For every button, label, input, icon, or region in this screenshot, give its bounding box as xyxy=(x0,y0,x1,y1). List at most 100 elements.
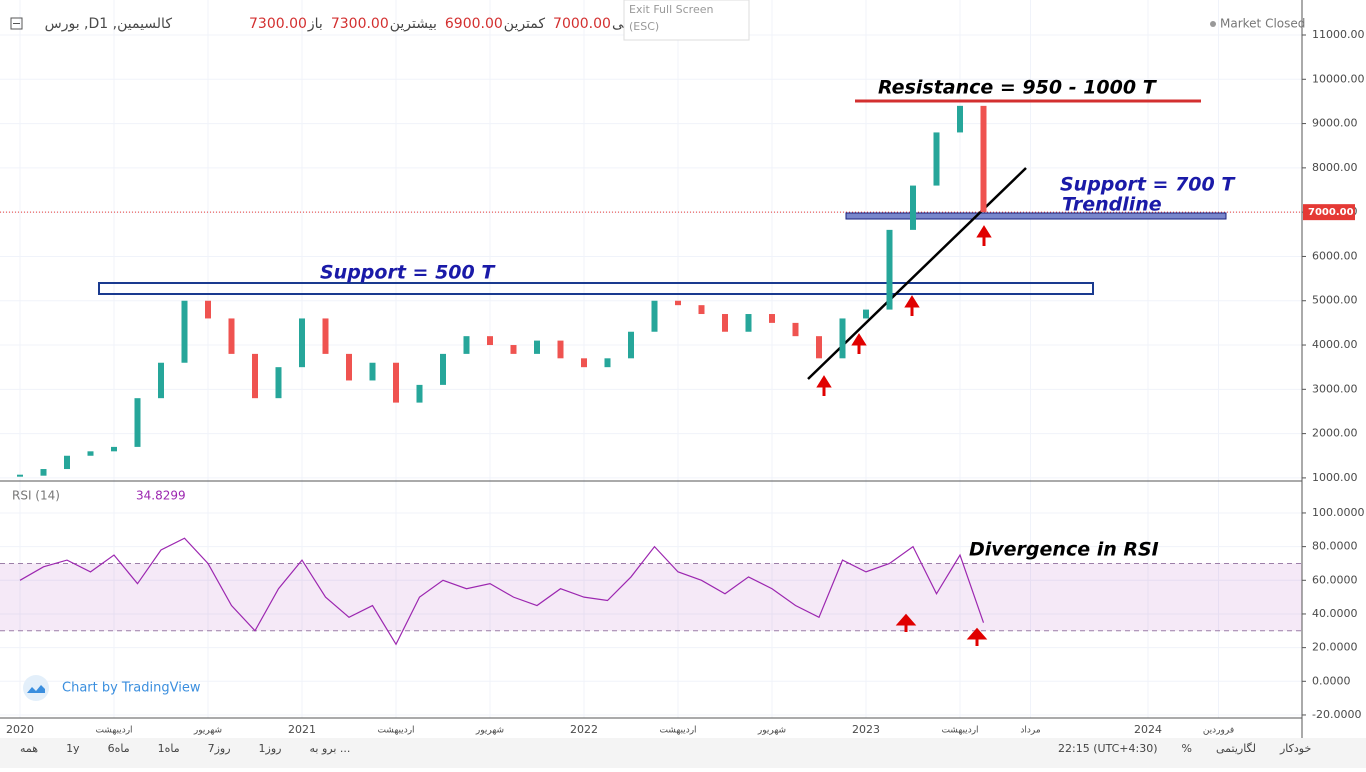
candle xyxy=(158,362,164,399)
candle xyxy=(980,105,987,213)
candle xyxy=(839,318,846,359)
range-button[interactable]: 1ماه xyxy=(158,742,180,755)
y2-tick-label: 100.0000 xyxy=(1312,506,1365,519)
arrow xyxy=(966,627,988,646)
annotation: Resistance = 950 - 1000 T xyxy=(878,77,1158,99)
candle xyxy=(933,132,940,186)
candle xyxy=(557,340,564,359)
arrows xyxy=(816,225,992,646)
rsi-line xyxy=(19,537,985,646)
candle xyxy=(111,446,117,452)
y-tick-label: 10000.00 xyxy=(1312,72,1365,85)
ohlc-value: 7300.00 xyxy=(249,16,307,32)
y-tick-label: 2000.00 xyxy=(1312,427,1358,440)
candle xyxy=(628,331,634,359)
candle xyxy=(675,300,681,306)
y-tick-label: 4000.00 xyxy=(1312,338,1358,351)
x-tick-label: 2024 xyxy=(1134,723,1162,736)
symbol: بورس ,Dکالسیمین, 1 xyxy=(45,16,173,32)
candle xyxy=(863,309,869,319)
range-button[interactable]: برو به ... xyxy=(309,742,350,755)
candle xyxy=(64,455,70,470)
candle xyxy=(534,340,540,354)
candle xyxy=(816,336,822,359)
bottom-bar-bg xyxy=(0,738,1366,768)
logo xyxy=(27,685,45,693)
candle xyxy=(416,384,423,403)
range-button[interactable]: 1روز xyxy=(259,742,282,755)
candle xyxy=(792,322,799,337)
candle xyxy=(698,305,705,315)
exit-box[interactable] xyxy=(623,0,750,41)
x-tick-label: اردیبهشت xyxy=(941,726,978,736)
x-tick-label: اردیبهشت xyxy=(659,726,696,736)
candle xyxy=(604,358,611,368)
x-tick-label: شهریور xyxy=(193,726,222,736)
bottom-bar: همه 1y 6ماه 1ماه 7روز 1روز برو به ... 22:15 (UT… xyxy=(20,742,1311,755)
candle xyxy=(745,314,752,332)
range-button[interactable]: 7روز xyxy=(208,742,231,755)
ohlc-label: باز xyxy=(307,16,323,32)
x-tick-label: اردیبهشت xyxy=(95,726,132,736)
arrow xyxy=(895,613,917,632)
annotation: Divergence in RSI xyxy=(969,539,1159,561)
candle xyxy=(581,358,587,368)
ohlc: باز7300.00بیشترین7300.00کمترین6900.00پای… xyxy=(249,16,644,32)
y-tick-label: 1000.00 xyxy=(1312,471,1358,484)
candle xyxy=(440,353,446,385)
last-price-label: 7000.00 xyxy=(1308,207,1354,218)
candle xyxy=(369,362,376,381)
y2-tick-label: 20.0000 xyxy=(1312,641,1358,654)
annotation: Support = 500 T xyxy=(320,262,496,284)
ohlc-label: کمترین xyxy=(504,16,546,32)
rsi-legend: RSI (14) xyxy=(12,489,60,503)
x-tick-label: 2021 xyxy=(288,723,316,736)
support-box xyxy=(845,212,1227,220)
rsi-value: 34.8299 xyxy=(136,489,186,503)
x-tick-label: مرداد xyxy=(1020,726,1040,736)
x-tick-label: 2023 xyxy=(852,723,880,736)
arrow xyxy=(816,375,832,396)
branding[interactable]: Chart by TradingView xyxy=(62,681,201,696)
scale-button[interactable]: خودکار xyxy=(1279,742,1311,755)
x-tick-label: شهریور xyxy=(757,726,786,736)
candle xyxy=(181,300,188,363)
logo xyxy=(23,675,49,701)
rsi-band xyxy=(0,563,1302,631)
range-button[interactable]: 1y xyxy=(66,742,80,755)
y2-tick-label: 60.0000 xyxy=(1312,573,1358,586)
y-tick-label: 11000.00 xyxy=(1312,28,1365,41)
scale-button[interactable]: لگاریتمی xyxy=(1216,742,1256,755)
x-tick-label: اردیبهشت xyxy=(377,726,414,736)
annotation: Support = 700 T xyxy=(1060,174,1236,196)
candle xyxy=(393,362,399,403)
range-button[interactable]: 6ماه xyxy=(108,742,130,755)
series-layer xyxy=(17,105,987,646)
exit-full-screen[interactable]: Exit Full Screen xyxy=(629,3,713,16)
support-box xyxy=(98,282,1094,295)
collapse-icon[interactable] xyxy=(10,17,23,30)
range-button[interactable]: همه xyxy=(20,742,38,755)
y2-tick-label: 40.0000 xyxy=(1312,607,1358,620)
candle xyxy=(769,314,775,323)
x-tick-label: 2022 xyxy=(570,723,598,736)
candle xyxy=(463,336,470,354)
grid xyxy=(0,0,1302,718)
y-tick-label: 5000.00 xyxy=(1312,294,1358,307)
candle xyxy=(228,318,235,354)
candle xyxy=(252,353,258,399)
candle xyxy=(40,469,47,476)
ohlc-value: 6900.00 xyxy=(445,16,503,32)
ohlc-value: 7300.00 xyxy=(331,16,389,32)
scale-button[interactable]: 22:15 (UTC+4:30) xyxy=(1058,742,1158,755)
candle xyxy=(886,229,893,310)
candle xyxy=(957,105,963,133)
x-tick-label: 2020 xyxy=(6,723,34,736)
candle xyxy=(651,300,658,332)
arrow xyxy=(851,333,867,354)
scale-button[interactable]: % xyxy=(1182,742,1192,755)
y-tick-label: 3000.00 xyxy=(1312,382,1358,395)
